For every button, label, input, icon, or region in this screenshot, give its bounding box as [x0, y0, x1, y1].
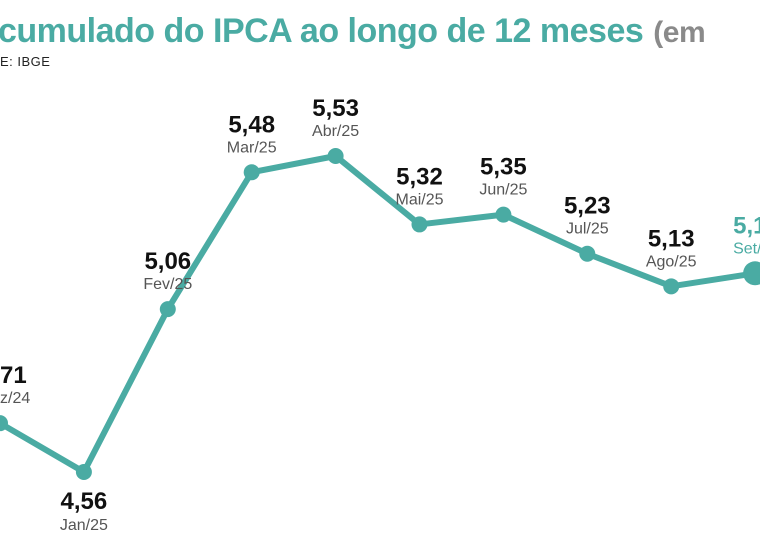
point-label: 71z/24 [0, 362, 30, 407]
month-label: Jun/25 [479, 182, 527, 199]
data-point [327, 148, 344, 164]
data-point [75, 464, 92, 481]
data-point [743, 261, 760, 286]
data-point [243, 164, 260, 181]
point-label: 4,56 Jan/25 [60, 488, 108, 534]
series-line [0, 153, 756, 476]
value-label: 5,23 [564, 193, 611, 220]
month-label: Ago/25 [646, 253, 697, 270]
value-label: 5,53 [312, 95, 359, 122]
value-label: 5,13 [648, 225, 695, 252]
title-unit: (em [653, 16, 706, 49]
data-point [663, 278, 680, 295]
month-label: z/24 [0, 390, 30, 407]
data-point [411, 216, 428, 233]
data-point [159, 301, 176, 318]
data-point [579, 245, 596, 262]
source-note: E: IBGE [0, 54, 51, 69]
value-label: 71 [0, 362, 27, 389]
month-label: Mai/25 [395, 191, 443, 208]
value-label: 5,48 [228, 111, 275, 138]
month-label: Set/ [733, 240, 760, 257]
value-label: 5,35 [480, 154, 527, 181]
month-label: Abr/25 [312, 123, 359, 140]
value-label: 5,32 [396, 163, 443, 190]
data-point [0, 415, 8, 432]
value-label: 5,1 [733, 212, 760, 239]
month-label: Fev/25 [143, 276, 192, 293]
month-label: Jul/25 [566, 221, 609, 238]
value-label: 5,06 [144, 248, 191, 275]
value-label: 4,56 [61, 488, 108, 515]
month-label: Mar/25 [227, 139, 277, 156]
chart-title: cumulado do IPCA ao longo de 12 meses (em [0, 12, 706, 51]
data-point [495, 206, 512, 223]
month-label: Jan/25 [60, 517, 108, 534]
title-text: cumulado do IPCA ao longo de 12 meses [0, 12, 644, 50]
